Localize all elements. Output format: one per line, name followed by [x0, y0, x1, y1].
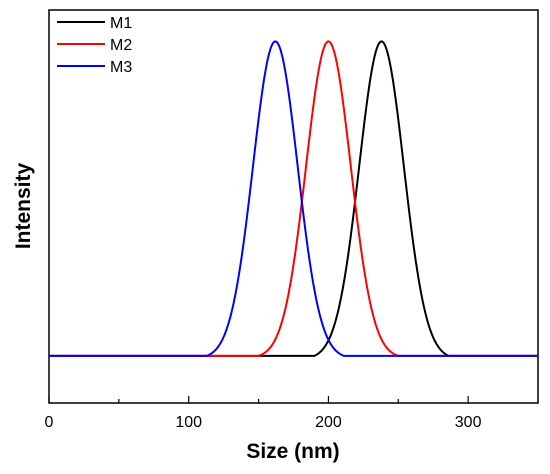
legend-label-m1: M1 — [110, 15, 132, 32]
series-line-m1 — [49, 40, 538, 357]
x-tick-label: 100 — [175, 414, 202, 431]
legend-label-m3: M3 — [110, 59, 132, 76]
series-line-m2 — [49, 40, 538, 357]
x-tick-label: 200 — [315, 414, 342, 431]
series-line-m3 — [49, 40, 538, 357]
legend: M1 M2 M3 — [57, 15, 132, 76]
x-tick-label: 300 — [455, 414, 482, 431]
x-axis-tick-labels: 0 100 200 300 — [45, 414, 482, 431]
x-axis-title: Size (nm) — [246, 440, 339, 463]
x-axis-ticks — [48, 396, 469, 403]
plot-frame — [48, 9, 539, 404]
series-curves — [49, 40, 538, 357]
y-axis-title: Intensity — [12, 163, 35, 250]
legend-label-m2: M2 — [110, 37, 132, 54]
x-tick-label: 0 — [45, 414, 54, 431]
